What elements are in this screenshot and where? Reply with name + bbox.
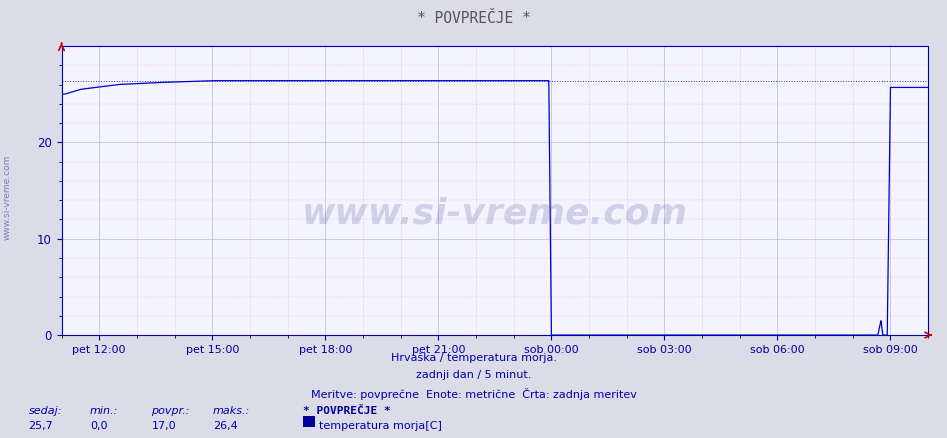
Text: 0,0: 0,0	[90, 421, 107, 431]
Text: 25,7: 25,7	[28, 421, 53, 431]
Text: Hrvaška / temperatura morja.: Hrvaška / temperatura morja.	[390, 353, 557, 363]
Text: www.si-vreme.com: www.si-vreme.com	[3, 155, 12, 240]
Text: zadnji dan / 5 minut.: zadnji dan / 5 minut.	[416, 370, 531, 380]
Text: 26,4: 26,4	[213, 421, 238, 431]
Text: temperatura morja[C]: temperatura morja[C]	[319, 421, 442, 431]
Text: min.:: min.:	[90, 406, 118, 417]
Text: * POVPREČJE *: * POVPREČJE *	[303, 406, 391, 417]
Text: * POVPREČJE *: * POVPREČJE *	[417, 11, 530, 26]
Text: maks.:: maks.:	[213, 406, 250, 417]
Text: 17,0: 17,0	[152, 421, 176, 431]
Text: sedaj:: sedaj:	[28, 406, 62, 417]
Text: Meritve: povprečne  Enote: metrične  Črta: zadnja meritev: Meritve: povprečne Enote: metrične Črta:…	[311, 388, 636, 399]
Text: povpr.:: povpr.:	[152, 406, 190, 417]
Text: www.si-vreme.com: www.si-vreme.com	[302, 197, 688, 231]
